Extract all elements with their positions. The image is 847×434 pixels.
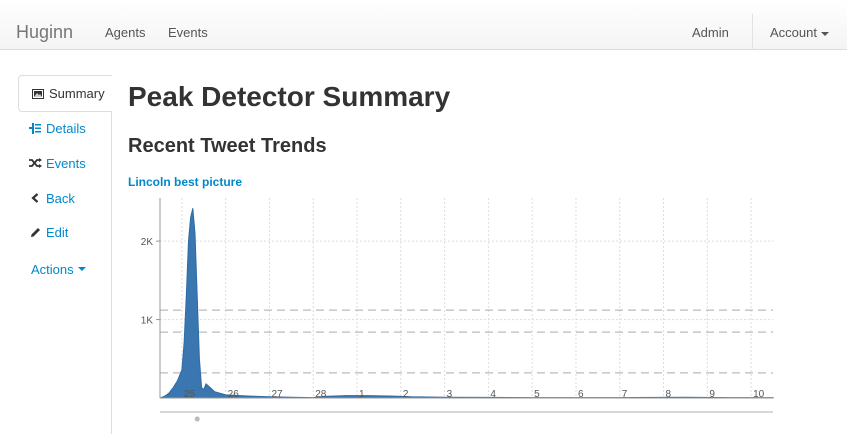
chevron-left-icon xyxy=(26,193,44,203)
page-title: Peak Detector Summary xyxy=(128,81,450,113)
tweet-trend-chart: 1K 2K 25 26 27 28 1 2 3 4 5 6 7 8 9 10 xyxy=(128,190,788,422)
y-tick-label: 2K xyxy=(141,237,154,248)
sidebar-item-label: Details xyxy=(46,121,86,136)
brand-logo[interactable]: Huginn xyxy=(16,22,73,43)
x-tick-label: 10 xyxy=(753,389,765,400)
account-dropdown[interactable]: Account xyxy=(770,25,829,40)
indent-icon xyxy=(26,123,44,134)
x-tick-label: 5 xyxy=(534,389,540,400)
sidebar-item-label: Back xyxy=(46,191,75,206)
nav-admin-link[interactable]: Admin xyxy=(692,25,729,40)
sidebar-item-label: Events xyxy=(46,156,86,171)
x-tick-label: 7 xyxy=(622,389,628,400)
sidebar-item-events[interactable]: Events xyxy=(0,146,112,180)
x-tick-label: 3 xyxy=(447,389,453,400)
account-label: Account xyxy=(770,25,817,40)
nav-agents-link[interactable]: Agents xyxy=(105,25,145,40)
sidebar-item-edit[interactable]: Edit xyxy=(0,215,112,249)
x-tick-label: 6 xyxy=(578,389,584,400)
sidebar-item-label: Edit xyxy=(46,225,68,240)
x-tick-label: 26 xyxy=(228,389,240,400)
x-tick-label: 25 xyxy=(184,389,196,400)
x-tick-label: 2 xyxy=(403,389,409,400)
x-tick-label: 9 xyxy=(709,389,715,400)
chart-axes: 1K 2K 25 26 27 28 1 2 3 4 5 6 7 8 9 10 xyxy=(141,198,773,422)
nav-divider xyxy=(752,14,753,50)
x-tick-label: 27 xyxy=(271,389,283,400)
sidebar-item-summary[interactable]: Summary xyxy=(18,75,112,112)
sidebar-item-back[interactable]: Back xyxy=(0,181,112,215)
picture-icon xyxy=(29,89,47,99)
sidebar-item-label: Summary xyxy=(49,86,105,101)
actions-dropdown[interactable]: Actions xyxy=(0,252,112,286)
y-tick-label: 1K xyxy=(141,316,154,327)
chart-grid xyxy=(160,198,773,398)
actions-label: Actions xyxy=(31,262,74,277)
random-icon xyxy=(26,158,44,168)
x-tick-label: 8 xyxy=(666,389,672,400)
chart-series xyxy=(160,208,773,398)
section-title: Recent Tweet Trends xyxy=(128,135,327,158)
chart-title-link[interactable]: Lincoln best picture xyxy=(128,175,242,189)
caret-down-icon xyxy=(821,32,829,36)
top-navbar: Huginn Agents Events Admin Account xyxy=(0,0,847,50)
nav-events-link[interactable]: Events xyxy=(168,25,208,40)
x-tick-label: 4 xyxy=(490,389,496,400)
sidebar-item-details[interactable]: Details xyxy=(0,111,112,145)
x-tick-label: 28 xyxy=(315,389,327,400)
caret-down-icon xyxy=(78,267,86,271)
series-area xyxy=(160,208,773,398)
pencil-icon xyxy=(26,227,44,238)
x-tick-label: 1 xyxy=(359,389,365,400)
peak-marker xyxy=(195,417,200,422)
